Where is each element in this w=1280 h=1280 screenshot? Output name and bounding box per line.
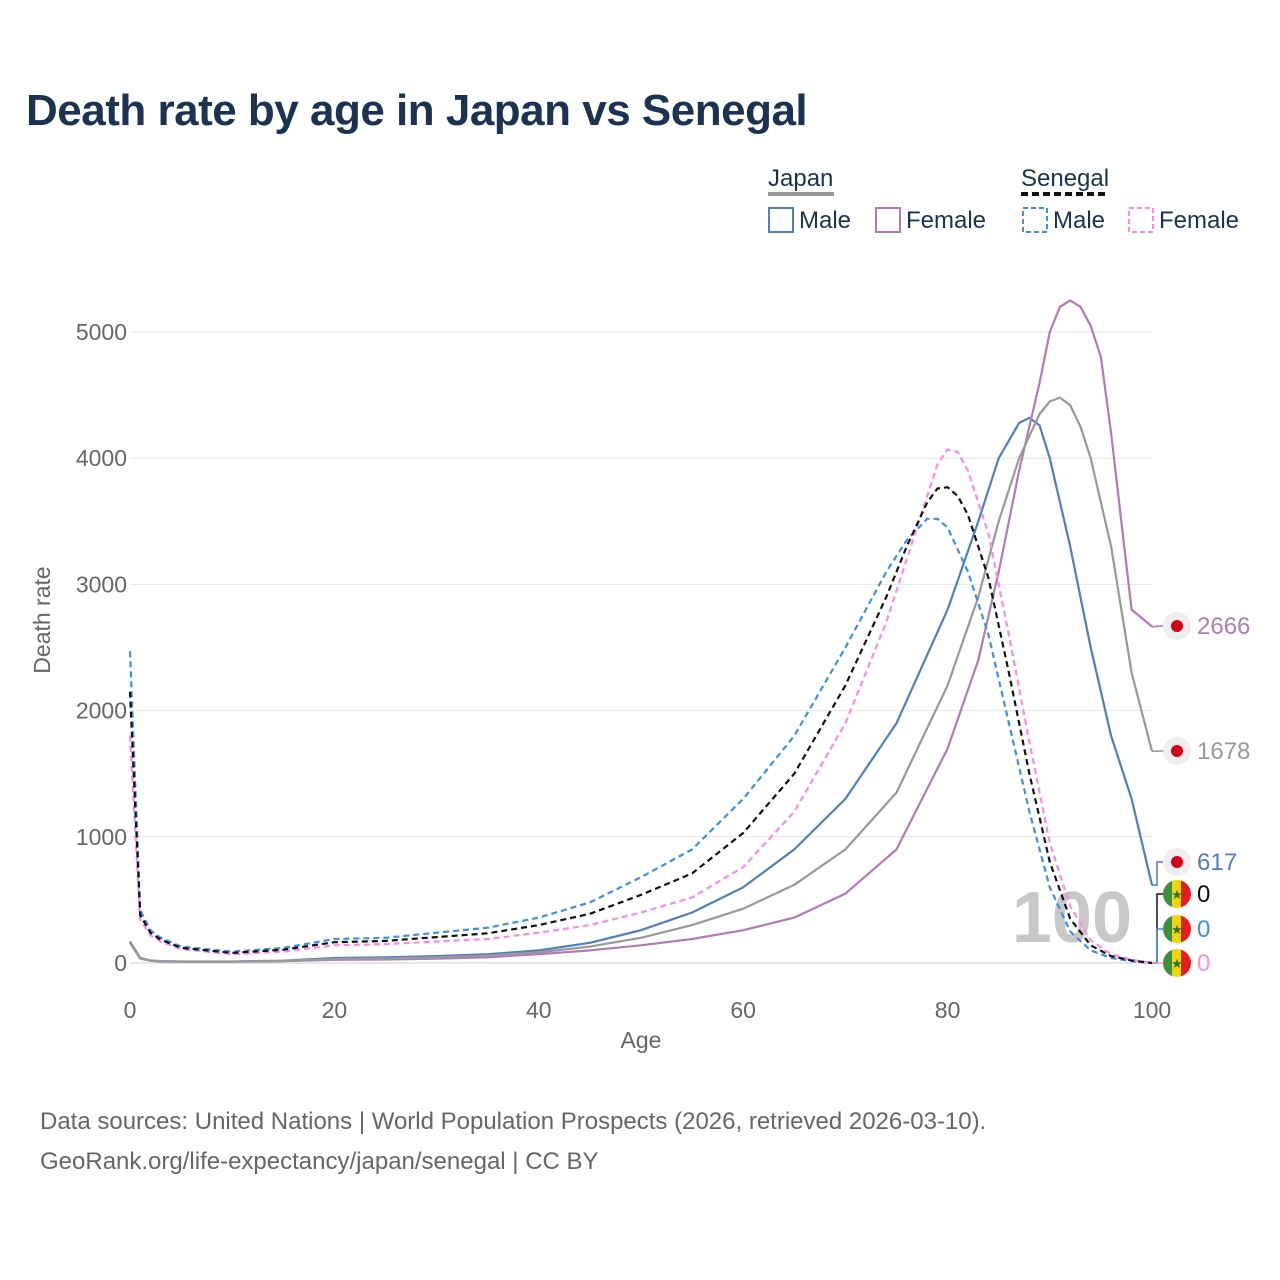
end-connector [1152, 625, 1164, 628]
end-connector [1152, 928, 1164, 964]
y-tick-label: 1000 [76, 824, 127, 850]
legend-item-japan-female[interactable]: Female [875, 207, 986, 234]
series-line-japan_male[interactable] [129, 416, 1154, 963]
x-tick-label: 40 [526, 997, 552, 1023]
legend-item-japan-male[interactable]: Male [768, 207, 851, 234]
x-tick-label: 0 [124, 997, 137, 1023]
svg-text:★: ★ [1171, 923, 1183, 938]
y-tick-label: 3000 [76, 571, 127, 597]
grid-lines [130, 331, 1152, 964]
japan-flag-dot [1171, 745, 1183, 757]
end-label-senegal_male: 0 [1197, 916, 1210, 943]
series-line-senegal_female[interactable] [128, 448, 1153, 965]
legend-group-senegal: Senegal [1021, 165, 1109, 192]
series-line-senegal_male[interactable] [128, 517, 1153, 965]
svg-text:★: ★ [1171, 888, 1183, 903]
chart-title: Death rate by age in Japan vs Senegal [26, 86, 808, 135]
x-tick-label: 60 [730, 997, 756, 1023]
legend-item-senegal-female[interactable]: Female [1128, 207, 1239, 234]
y-tick-label: 4000 [76, 445, 127, 471]
legend-item-senegal-male[interactable]: Male [1022, 207, 1105, 234]
legend-group-japan: Japan [768, 165, 833, 192]
legend-label-senegal-male: Male [1053, 207, 1105, 234]
series-lines [128, 299, 1154, 965]
x-axis-label: Age [621, 1027, 662, 1053]
x-tick-label: 80 [935, 997, 961, 1023]
end-label-japan_male: 617 [1197, 849, 1237, 876]
legend-swatch-japan-male [768, 207, 794, 233]
end-label-senegal_total: 0 [1197, 881, 1210, 908]
source-line-1: Data sources: United Nations | World Pop… [40, 1108, 987, 1135]
series-line-senegal_total[interactable] [128, 486, 1153, 965]
legend-swatch-senegal-female [1128, 207, 1154, 233]
series-line-japan_female[interactable] [129, 299, 1153, 963]
x-tick-label: 20 [322, 997, 348, 1023]
end-markers: 2666 1678 617 ★ 0 ★ 0 ★ 0 [1152, 612, 1250, 977]
y-axis-label: Death rate [29, 566, 55, 673]
end-label-japan_female: 2666 [1197, 613, 1250, 640]
svg-text:★: ★ [1171, 957, 1183, 972]
senegal-flag-icon: ★ [1163, 949, 1191, 977]
legend-label-senegal-female: Female [1159, 207, 1239, 234]
japan-flag-dot [1171, 620, 1183, 632]
legend-label-japan-female: Female [906, 207, 986, 234]
y-tick-label: 2000 [76, 698, 127, 724]
legend: Japan Senegal Male Female Male Female [768, 165, 1239, 234]
senegal-flag-icon: ★ [1163, 880, 1191, 908]
series-line-japan_total[interactable] [129, 396, 1154, 963]
end-connector [1152, 861, 1164, 886]
end-label-japan_total: 1678 [1197, 738, 1250, 765]
legend-swatch-senegal-male [1022, 207, 1048, 233]
end-label-senegal_female: 0 [1197, 950, 1210, 977]
x-tick-label: 100 [1133, 997, 1171, 1023]
year-watermark: 100 [1012, 878, 1132, 958]
senegal-flag-icon: ★ [1163, 915, 1191, 943]
axis-ticks: 0 1000 2000 3000 4000 5000 0 20 40 60 80 100 [76, 319, 1171, 1023]
legend-label-japan-male: Male [799, 207, 851, 234]
y-tick-label: 5000 [76, 319, 127, 345]
legend-swatch-japan-female [875, 207, 901, 233]
source-line-2[interactable]: GeoRank.org/life-expectancy/japan/senega… [40, 1148, 599, 1175]
y-tick-label: 0 [114, 950, 127, 976]
japan-flag-dot [1171, 856, 1183, 868]
